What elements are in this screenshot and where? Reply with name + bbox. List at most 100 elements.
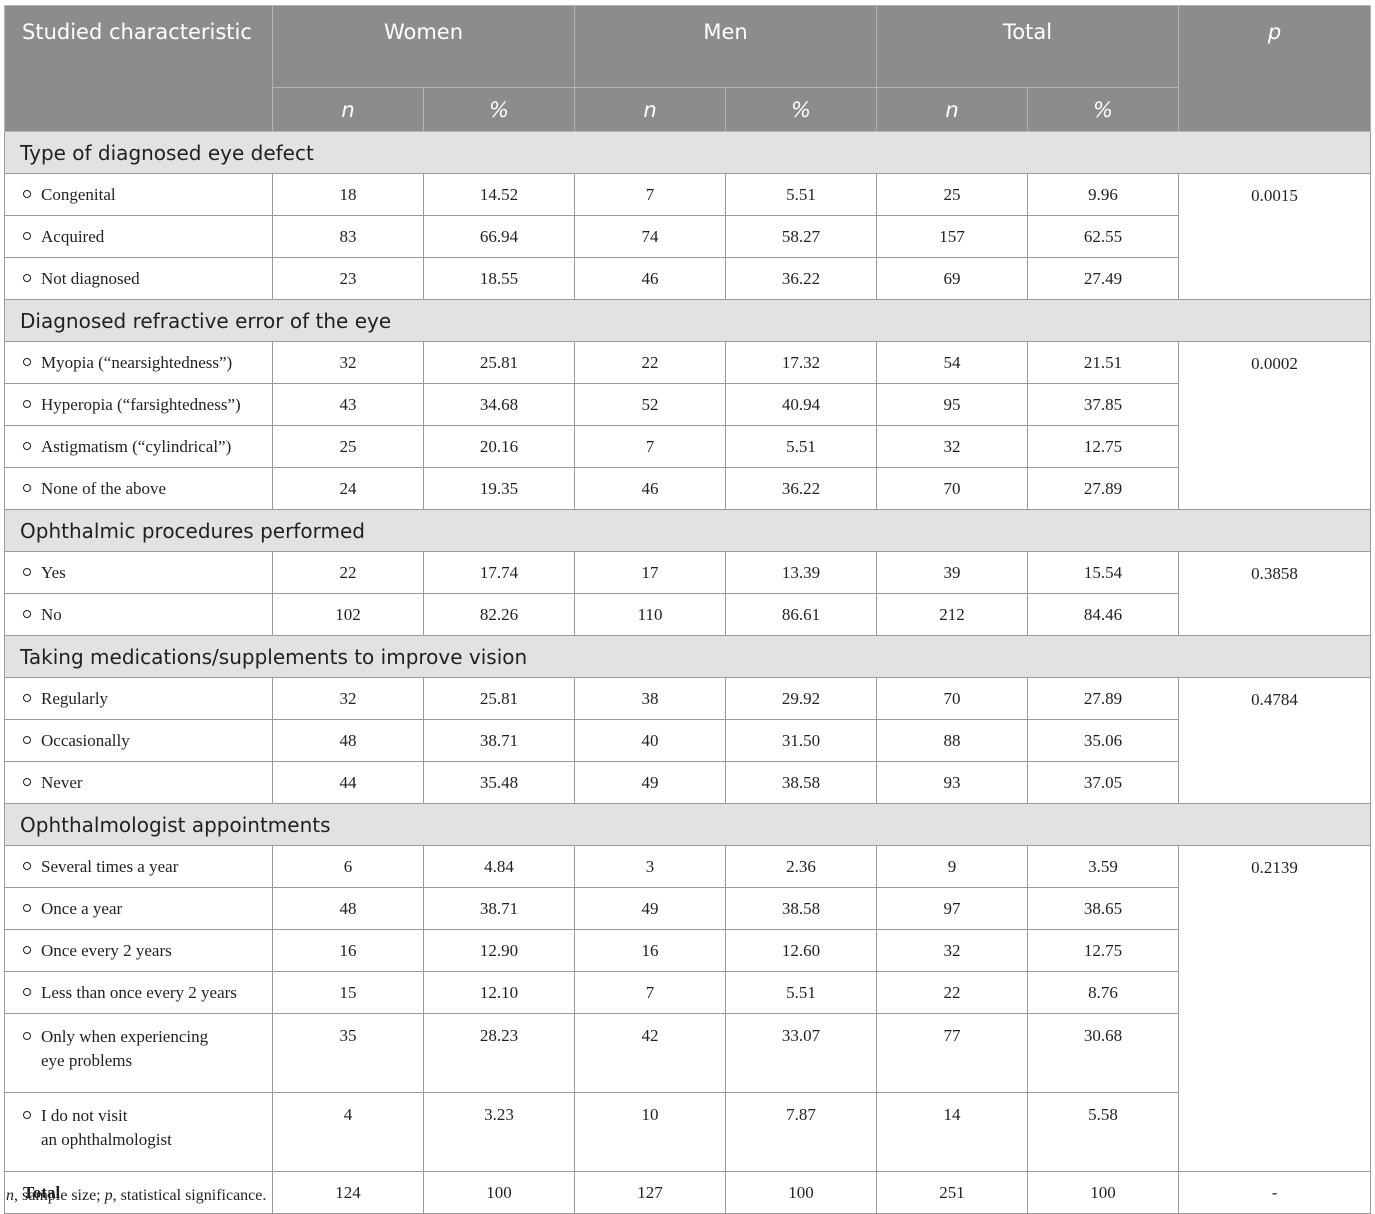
footnote-p-text: , statistical significance.: [112, 1187, 267, 1204]
value-cell: 3.23: [422, 1092, 576, 1172]
value-cell: 4: [272, 1092, 424, 1172]
total-value-cell: 100: [422, 1171, 576, 1214]
value-cell: 46: [574, 467, 727, 510]
table-row: I do not visit an ophthalmologist 4 3.23 10 7…: [4, 1092, 1371, 1172]
value-cell: 49: [574, 887, 727, 930]
value-cell: 42: [574, 1013, 727, 1093]
value-cell: 21.51: [1027, 341, 1180, 384]
row-label: I do not visit: [41, 1106, 128, 1125]
value-cell: 7.87: [725, 1092, 878, 1172]
value-cell: 25: [876, 173, 1029, 216]
value-cell: 32: [876, 425, 1029, 468]
header-women: Women: [271, 5, 576, 88]
value-cell: 16: [272, 929, 424, 972]
value-cell: 31.50: [725, 719, 878, 762]
value-cell: 10: [574, 1092, 727, 1172]
row-label: Acquired: [41, 226, 105, 246]
value-cell: 7: [574, 173, 727, 216]
value-cell: 22: [876, 971, 1029, 1014]
value-cell: 97: [876, 887, 1029, 930]
value-cell: 102: [272, 593, 424, 636]
row-label-wrap: Myopia (“nearsightedness”): [41, 353, 232, 373]
row-label-cell: None of the above: [4, 467, 273, 510]
row-label-cell: Occasionally: [4, 719, 273, 762]
row-label-wrap: Yes: [41, 563, 66, 583]
bullet-icon: [23, 483, 31, 492]
section-row: Taking medications/supplements to improv…: [3, 635, 1372, 678]
value-cell: 12.90: [422, 929, 576, 972]
total-p-cell: -: [1178, 1171, 1372, 1214]
section-row: Type of diagnosed eye defect: [3, 131, 1372, 174]
bullet-icon: [23, 567, 31, 576]
table-row: Myopia (“nearsightedness”) 32 25.81 22 17.32…: [4, 341, 1372, 510]
value-cell: 6: [272, 845, 424, 888]
value-cell: 17.32: [725, 341, 878, 384]
total-row: Total 124 100 127 100 251 100-: [4, 1171, 1372, 1214]
row-label: No: [41, 604, 62, 624]
value-cell: 24: [272, 467, 424, 510]
value-cell: 30.68: [1027, 1013, 1180, 1093]
bullet-icon: [23, 861, 31, 870]
row-label-wrap: Never: [41, 773, 83, 793]
value-cell: 25: [272, 425, 424, 468]
value-cell: 22: [272, 551, 424, 594]
value-cell: 70: [876, 467, 1029, 510]
row-label: Never: [41, 772, 83, 792]
total-value-cell: 100: [1027, 1171, 1180, 1214]
total-value-cell: 251: [876, 1171, 1029, 1214]
value-cell: 40.94: [725, 383, 878, 426]
header-p: p: [1178, 5, 1372, 132]
section-row: Ophthalmologist appointments: [3, 803, 1372, 846]
table-row: No 102 82.26 110 86.61 212 84.46: [4, 593, 1371, 636]
row-label-wrap: None of the above: [41, 479, 166, 499]
row-label-cell: Regularly: [4, 677, 273, 720]
value-cell: 29.92: [725, 677, 878, 720]
value-cell: 4.84: [422, 845, 576, 888]
row-label-wrap: Several times a year: [41, 857, 178, 877]
value-cell: 32: [272, 341, 424, 384]
value-cell: 27.89: [1027, 467, 1180, 510]
row-label-cell: Once every 2 years: [4, 929, 273, 972]
row-label: Only when experiencing: [41, 1027, 209, 1046]
bullet-icon: [23, 777, 31, 786]
value-cell: 35.06: [1027, 719, 1180, 762]
value-cell: 84.46: [1027, 593, 1180, 636]
header-characteristic: Studied characteristic: [4, 5, 273, 132]
bullet-icon: [23, 399, 31, 408]
row-label-wrap: Occasionally: [41, 731, 130, 751]
row-label-cell: Yes: [4, 551, 273, 594]
value-cell: 38.58: [725, 887, 878, 930]
value-cell: 157: [876, 215, 1029, 258]
value-cell: 15.54: [1027, 551, 1180, 594]
value-cell: 12.60: [725, 929, 878, 972]
header-n: n: [876, 87, 1029, 132]
bullet-icon: [23, 987, 31, 996]
value-cell: 12.75: [1027, 929, 1180, 972]
row-label-wrap: Acquired: [41, 227, 104, 247]
value-cell: 48: [272, 887, 424, 930]
value-cell: 5.51: [725, 971, 878, 1014]
table-row: Once a year 48 38.71 49 38.58 97 38.65: [4, 887, 1371, 930]
row-label-wrap: No: [41, 605, 62, 625]
total-label: Total: [4, 1171, 273, 1214]
value-cell: 17.74: [422, 551, 576, 594]
value-cell: 39: [876, 551, 1029, 594]
value-cell: 12.10: [422, 971, 576, 1014]
value-cell: 44: [272, 761, 424, 804]
row-label-wrap: Less than once every 2 years: [41, 983, 237, 1003]
row-label-cell: Never: [4, 761, 273, 804]
value-cell: 43: [272, 383, 424, 426]
header-n: n: [272, 87, 424, 132]
row-label-wrap: Not diagnosed: [41, 269, 140, 289]
value-cell: 27.89: [1027, 677, 1180, 720]
table-row: Yes 22 17.74 17 13.39 39 15.54 0.3858: [4, 551, 1372, 636]
value-cell: 8.76: [1027, 971, 1180, 1014]
row-label-cell: Once a year: [4, 887, 273, 930]
value-cell: 3.59: [1027, 845, 1180, 888]
header-men: Men: [574, 5, 878, 88]
row-label-cell: Several times a year: [4, 845, 273, 888]
value-cell: 36.22: [725, 257, 878, 300]
section-row: Diagnosed refractive error of the eye: [3, 299, 1372, 342]
table-row: Astigmatism (“cylindrical”) 25 20.16 7 5.51 3…: [4, 425, 1371, 468]
p-value-cell: 0.0002: [1178, 341, 1372, 510]
